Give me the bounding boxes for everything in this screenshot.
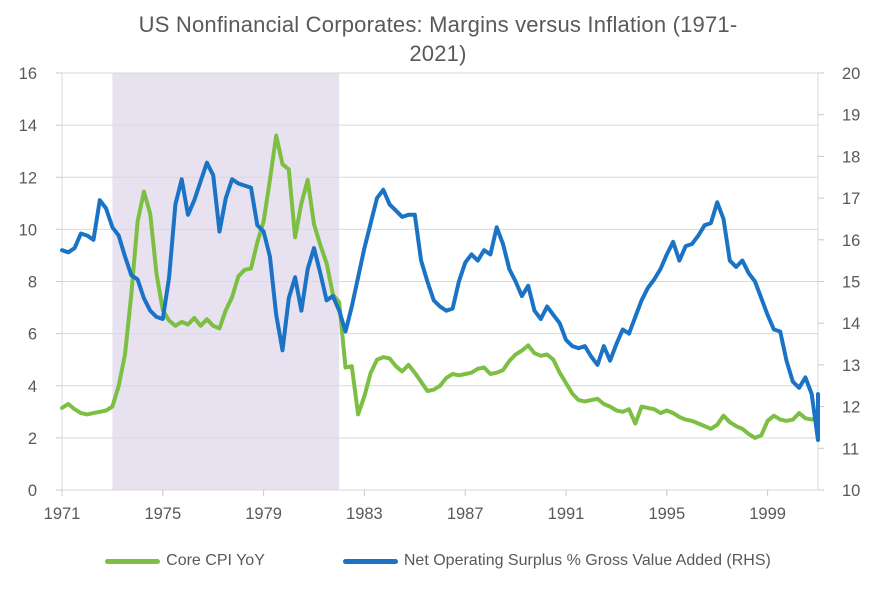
chart-title-line1: US Nonfinancial Corporates: Margins vers… <box>138 12 738 37</box>
y-axis-right-label-10: 10 <box>842 482 860 500</box>
y-axis-right-label-12: 12 <box>842 399 860 417</box>
y-axis-right-label-14: 14 <box>842 315 860 333</box>
y-axis-right-label-16: 16 <box>842 232 860 250</box>
legend: Core CPI YoY Net Operating Surplus % Gro… <box>0 552 876 570</box>
y-axis-left-label-8: 8 <box>28 274 37 292</box>
y-axis-right-label-20: 20 <box>842 65 860 83</box>
x-axis-label-1975: 1975 <box>144 505 181 523</box>
y-axis-left-label-4: 4 <box>28 378 37 396</box>
y-axis-right-label-11: 11 <box>842 440 859 458</box>
chart-title: US Nonfinancial Corporates: Margins vers… <box>0 10 876 68</box>
y-axis-left-label-10: 10 <box>19 221 37 239</box>
y-axis-left-label-14: 14 <box>19 117 37 135</box>
x-axis-label-1971: 1971 <box>44 505 81 523</box>
chart-title-line2: 2021) <box>409 41 467 66</box>
y-axis-left-label-12: 12 <box>19 169 37 187</box>
core-cpi-swatch <box>105 558 161 564</box>
x-axis-label-1987: 1987 <box>447 505 484 523</box>
legend-item-core-cpi: Core CPI YoY <box>105 552 265 570</box>
y-axis-left-label-0: 0 <box>28 482 37 500</box>
y-axis-right-label-19: 19 <box>842 107 860 125</box>
x-axis-label-1979: 1979 <box>245 505 282 523</box>
y-axis-right-label-15: 15 <box>842 274 860 292</box>
core-cpi-line <box>60 133 820 440</box>
x-axis-label-1983: 1983 <box>346 505 383 523</box>
x-axis-label-1999: 1999 <box>749 505 786 523</box>
legend-label-nos-gva: Net Operating Surplus % Gross Value Adde… <box>403 552 771 569</box>
y-axis-right-label-18: 18 <box>842 148 860 166</box>
y-axis-left-label-2: 2 <box>28 430 37 448</box>
y-axis-right-label-17: 17 <box>842 190 860 208</box>
x-axis-label-1995: 1995 <box>648 505 685 523</box>
y-axis-left-label-6: 6 <box>28 326 37 344</box>
y-axis-right-label-13: 13 <box>842 357 860 375</box>
y-axis-left-label-16: 16 <box>19 65 37 83</box>
legend-label-core-cpi: Core CPI YoY <box>166 552 265 569</box>
nos-gva-swatch <box>342 558 398 564</box>
nos-gva-line <box>60 160 820 442</box>
x-axis-label-1991: 1991 <box>548 505 585 523</box>
legend-item-nos-gva: Net Operating Surplus % Gross Value Adde… <box>342 552 771 570</box>
